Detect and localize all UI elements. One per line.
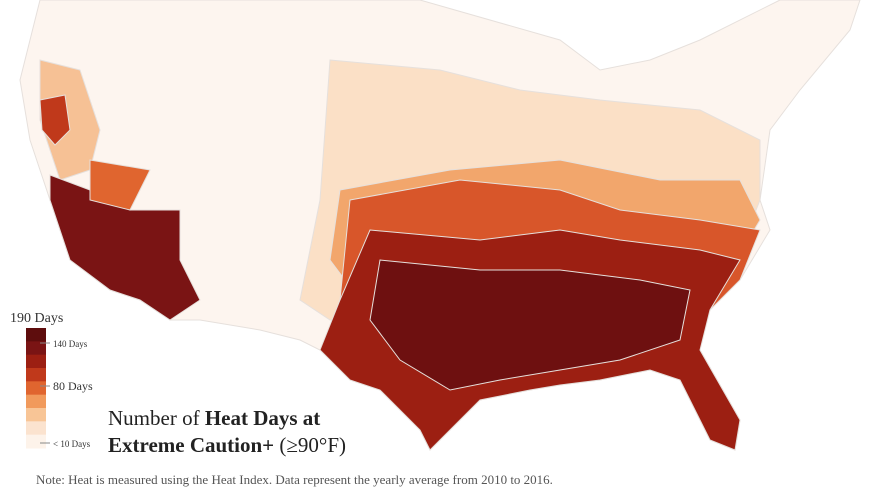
legend: 190 Days 140 Days 80 Days < 10 Days — [10, 311, 93, 449]
map-title-line-2: Extreme Caution+ (≥90°F) — [108, 433, 346, 457]
title-bold: Heat Days at — [205, 406, 320, 430]
legend-swatch — [26, 408, 46, 422]
legend-swatch — [26, 394, 46, 409]
legend-swatch — [26, 434, 46, 449]
map-title-line-1: Number of Heat Days at — [108, 406, 320, 430]
legend-top-label: 190 Days — [10, 311, 63, 326]
legend-label: 80 Days — [53, 379, 93, 393]
legend-label: 140 Days — [53, 339, 88, 349]
region-southwest-edge — [89, 159, 151, 211]
title-bold: Extreme Caution+ — [108, 433, 274, 457]
region-ca — [39, 94, 71, 146]
legend-swatch — [26, 354, 46, 369]
map — [19, 0, 861, 451]
legend-swatch — [26, 368, 46, 382]
title-plain: (≥90°F) — [279, 433, 346, 457]
legend-swatch — [26, 341, 46, 356]
legend-swatch — [26, 381, 46, 396]
legend-swatch — [26, 328, 46, 342]
legend-label: < 10 Days — [53, 439, 91, 449]
note: Note: Heat is measured using the Heat In… — [36, 472, 553, 487]
legend-swatch — [26, 421, 46, 436]
title-plain: Number of — [108, 406, 200, 430]
region-darkest — [369, 259, 691, 391]
